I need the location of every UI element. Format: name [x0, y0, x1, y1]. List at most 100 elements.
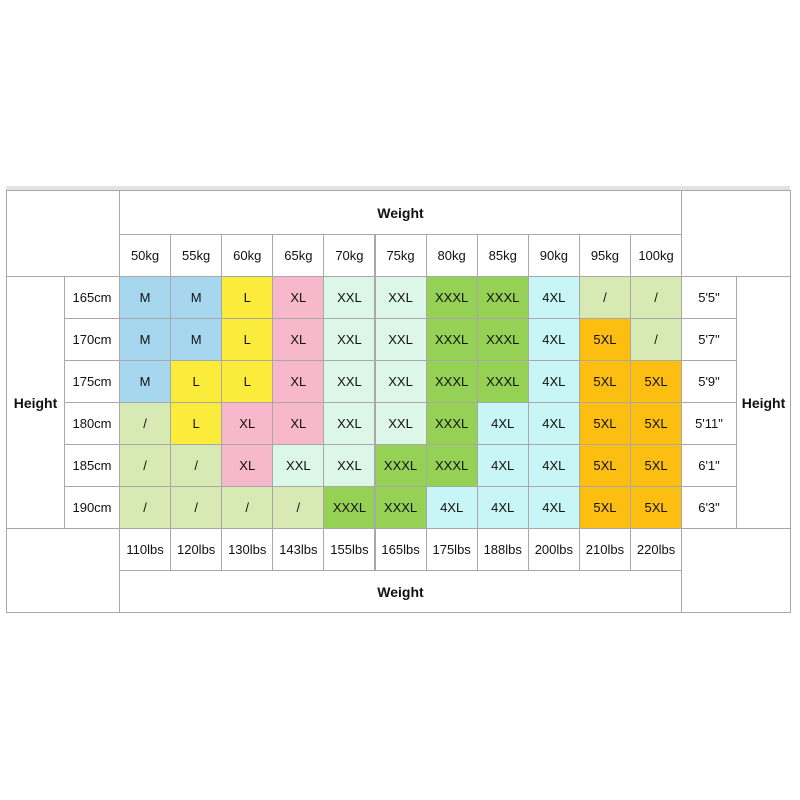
cm-label: 175cm [64, 360, 120, 403]
size-cell: / [630, 318, 683, 361]
lbs-footer: 143lbs [272, 528, 325, 571]
ft-label: 6'1" [681, 444, 737, 487]
size-cell: XXXL [425, 444, 478, 487]
kg-header: 65kg [272, 234, 325, 277]
size-cell: XXXL [476, 318, 529, 361]
size-cell: / [630, 276, 683, 319]
kg-header: 80kg [425, 234, 478, 277]
size-cell: L [221, 318, 274, 361]
ft-label: 5'7" [681, 318, 737, 361]
size-cell: XXXL [425, 318, 478, 361]
kg-header: 70kg [323, 234, 376, 277]
cm-label: 170cm [64, 318, 120, 361]
size-cell: 5XL [578, 486, 631, 529]
kg-header: 100kg [630, 234, 683, 277]
kg-header: 50kg [119, 234, 172, 277]
size-cell: / [221, 486, 274, 529]
size-cell: XXXL [323, 486, 376, 529]
size-cell: XL [272, 402, 325, 445]
size-cell: 4XL [527, 360, 580, 403]
size-cell: M [170, 276, 223, 319]
kg-header: 75kg [374, 234, 427, 277]
lbs-footer: 175lbs [425, 528, 478, 571]
height-label: Height [736, 276, 791, 529]
lbs-footer: 220lbs [630, 528, 683, 571]
size-cell: XXXL [425, 276, 478, 319]
size-cell: XL [272, 318, 325, 361]
size-cell: / [170, 444, 223, 487]
size-cell: 5XL [630, 486, 683, 529]
size-cell: XXXL [476, 276, 529, 319]
corner [6, 190, 120, 277]
size-cell: 4XL [527, 402, 580, 445]
size-cell: XL [221, 444, 274, 487]
cm-label: 185cm [64, 444, 120, 487]
weight-footer: Weight [119, 570, 682, 613]
cm-label: 180cm [64, 402, 120, 445]
kg-header: 55kg [170, 234, 223, 277]
size-cell: / [170, 486, 223, 529]
size-cell: XL [272, 276, 325, 319]
size-cell: XXXL [374, 444, 427, 487]
size-cell: M [119, 276, 172, 319]
size-cell: L [221, 276, 274, 319]
size-cell: XXL [272, 444, 325, 487]
size-cell: / [119, 402, 172, 445]
lbs-footer: 188lbs [476, 528, 529, 571]
size-cell: XXL [323, 402, 376, 445]
size-cell: XXL [323, 318, 376, 361]
size-cell: 4XL [527, 444, 580, 487]
size-cell: XXXL [425, 402, 478, 445]
lbs-footer: 110lbs [119, 528, 172, 571]
size-cell: L [170, 402, 223, 445]
size-cell: L [170, 360, 223, 403]
size-cell: XXL [374, 402, 427, 445]
kg-header: 95kg [578, 234, 631, 277]
corner [681, 528, 791, 613]
size-cell: M [119, 360, 172, 403]
size-cell: 4XL [476, 444, 529, 487]
cm-label: 190cm [64, 486, 120, 529]
size-cell: / [119, 444, 172, 487]
size-cell: 5XL [578, 444, 631, 487]
size-cell: XL [221, 402, 274, 445]
size-cell: M [119, 318, 172, 361]
size-cell: 5XL [578, 402, 631, 445]
size-cell: / [272, 486, 325, 529]
kg-header: 90kg [527, 234, 580, 277]
size-cell: XXL [374, 276, 427, 319]
size-cell: XXXL [374, 486, 427, 529]
size-cell: XXXL [425, 360, 478, 403]
size-cell: 4XL [425, 486, 478, 529]
weight-header: Weight [119, 190, 682, 235]
size-cell: M [170, 318, 223, 361]
lbs-footer: 120lbs [170, 528, 223, 571]
lbs-footer: 210lbs [578, 528, 631, 571]
kg-header: 60kg [221, 234, 274, 277]
size-cell: 5XL [630, 360, 683, 403]
lbs-footer: 200lbs [527, 528, 580, 571]
size-cell: 5XL [630, 444, 683, 487]
ft-label: 6'3" [681, 486, 737, 529]
size-cell: 4XL [476, 486, 529, 529]
ft-label: 5'5" [681, 276, 737, 319]
ft-label: 5'11" [681, 402, 737, 445]
lbs-footer: 155lbs [323, 528, 376, 571]
size-cell: 5XL [578, 318, 631, 361]
size-cell: XXXL [476, 360, 529, 403]
cm-label: 165cm [64, 276, 120, 319]
ft-label: 5'9" [681, 360, 737, 403]
corner [6, 528, 120, 613]
lbs-footer: 165lbs [374, 528, 427, 571]
size-cell: XXL [323, 276, 376, 319]
size-cell: / [578, 276, 631, 319]
kg-header: 85kg [476, 234, 529, 277]
size-cell: / [119, 486, 172, 529]
height-label: Height [6, 276, 65, 529]
size-cell: XXL [323, 444, 376, 487]
size-cell: 4XL [527, 486, 580, 529]
size-cell: XXL [374, 360, 427, 403]
size-cell: 4XL [476, 402, 529, 445]
size-cell: XXL [323, 360, 376, 403]
corner [681, 190, 791, 277]
